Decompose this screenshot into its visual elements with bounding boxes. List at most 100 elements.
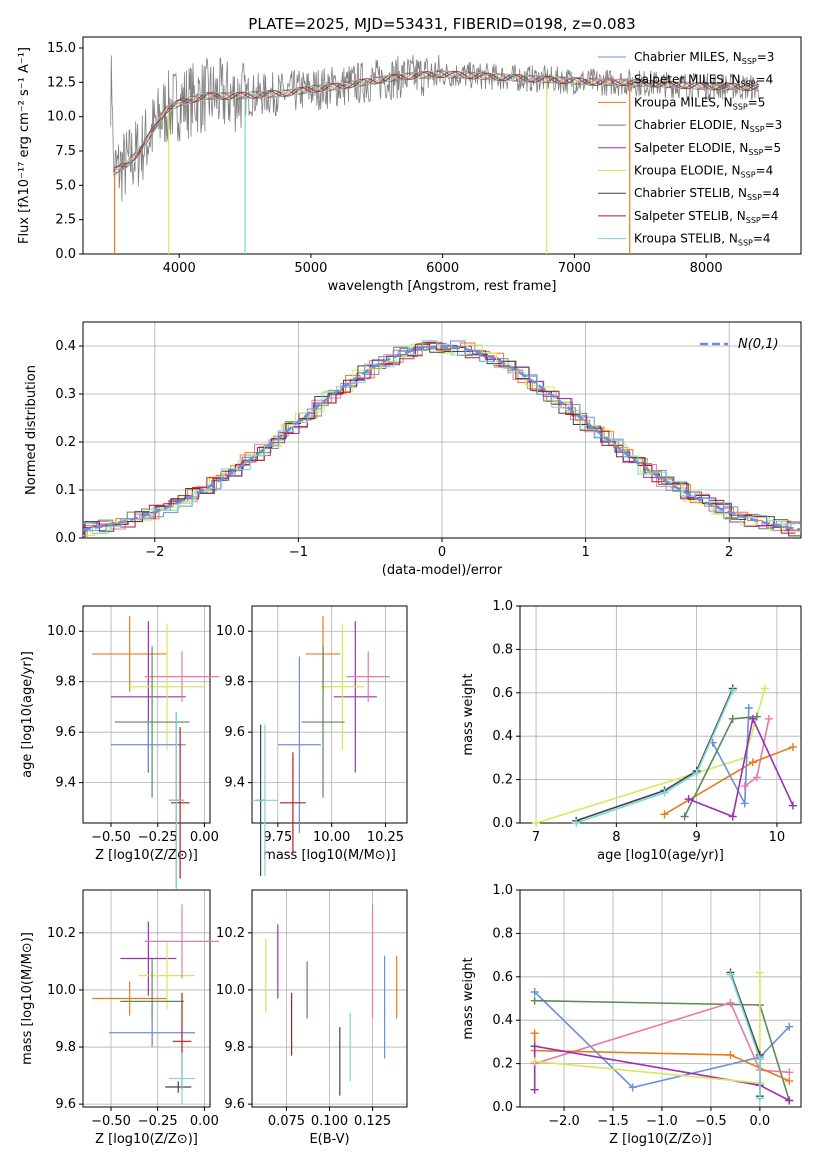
weight-series [530, 1042, 794, 1105]
y-tick-label: 15.0 [47, 41, 76, 56]
weight-marker [530, 1057, 539, 1066]
legend-sub: =4 [761, 209, 779, 223]
histogram [86, 342, 801, 538]
weight-marker [744, 703, 753, 712]
weight-marker [728, 812, 737, 821]
weight-marker [660, 810, 669, 819]
y-tick-label: 9.6 [55, 1097, 76, 1112]
legend-label: Chabrier MILES, NSSP=3 [634, 50, 774, 66]
weight-marker [628, 1083, 637, 1092]
data-point [170, 727, 190, 879]
data-point [168, 711, 184, 889]
legend-sub: =5 [763, 141, 781, 155]
weight-marker [740, 799, 749, 808]
weight-series [708, 703, 753, 808]
axes-z-age: −0.50 −0.25 0.00 9.4 9.6 9.8 10.0 Z [log10(Z/Z⊙… [20, 605, 220, 889]
weight-marker [788, 743, 797, 752]
legend-label: N(0,1) [738, 337, 779, 352]
x-tick-label: 2 [725, 545, 733, 560]
weight-line [688, 716, 794, 818]
x-tick-label: 0.075 [268, 1114, 305, 1129]
weight-marker [532, 819, 541, 827]
axes-frame [82, 889, 211, 1108]
legend-label: Chabrier STELIB, NSSP=4 [634, 186, 780, 202]
axes-frame [82, 605, 211, 824]
data-point [252, 724, 278, 876]
x-tick-label: 0.00 [190, 830, 219, 845]
weight-marker [726, 998, 735, 1007]
axes-frame [82, 321, 802, 539]
data-point [165, 1081, 192, 1093]
weight-marker [530, 1029, 539, 1038]
y-tick-label: 10.0 [47, 110, 76, 125]
weight-marker [680, 812, 689, 821]
x-tick-label: 10.00 [313, 830, 350, 845]
weight-marker [692, 769, 701, 778]
legend-sub: SSP [747, 193, 762, 202]
weight-series [572, 686, 737, 827]
y-tick-label: 10.0 [47, 624, 76, 639]
data-point [346, 651, 390, 702]
y-tick-label: 0.2 [55, 435, 76, 450]
y-tick-label: 10.0 [216, 624, 245, 639]
x-axis-label: Z [log10(Z/Z⊙)] [95, 848, 198, 863]
weight-marker [748, 714, 757, 723]
legend-label: Salpeter MILES, NSSP=4 [634, 73, 773, 89]
histogram [83, 340, 796, 535]
weight-marker [752, 773, 761, 782]
axes-spectrum: 4000 5000 6000 7000 8000 0.0 2.5 5.0 7.5 10.0 12.5… [17, 15, 802, 294]
x-tick-label: −1.0 [646, 1114, 678, 1129]
legend-sub: =4 [753, 232, 771, 246]
data-point [111, 719, 186, 771]
y-tick-label: 0.4 [492, 1013, 513, 1028]
x-tick-label: 8000 [690, 261, 723, 276]
data-point [144, 904, 220, 979]
legend-sub: =4 [762, 186, 780, 200]
weight-marker [755, 968, 764, 977]
data-point [320, 623, 364, 750]
y-tick-label: 0.3 [55, 387, 76, 402]
data-spectrum-line [110, 54, 760, 202]
weight-marker [530, 1085, 539, 1094]
data-point [279, 752, 306, 854]
legend-sub: =4 [756, 164, 774, 178]
y-tick-label: 12.5 [47, 75, 76, 90]
weight-marker [728, 714, 737, 723]
weight-marker [660, 788, 669, 797]
x-tick-label: 0.0 [750, 1114, 771, 1129]
weight-marker [572, 819, 581, 827]
data-point [139, 941, 196, 1010]
weight-line [575, 688, 734, 822]
y-tick-label: 5.0 [55, 178, 76, 193]
y-tick-label: 0.0 [55, 247, 76, 262]
legend-sub: SSP [748, 148, 763, 157]
y-axis-label: Normed distribution [24, 365, 39, 495]
model-line [112, 71, 760, 172]
legend-label: Kroupa STELIB, NSSP=4 [634, 232, 771, 248]
legend-sub: =4 [756, 73, 774, 87]
y-tick-label: 1.0 [492, 599, 513, 614]
x-tick-label: 8 [612, 830, 620, 845]
y-tick-label: 10.0 [216, 983, 245, 998]
weight-marker [740, 782, 749, 791]
histograms [83, 340, 801, 538]
x-tick-label: −0.25 [138, 830, 178, 845]
weight-line [575, 690, 734, 824]
y-tick-label: 10.2 [216, 926, 245, 941]
weight-series [684, 714, 797, 821]
x-tick-label: 0.125 [354, 1114, 391, 1129]
data-point [129, 623, 205, 750]
histogram [83, 347, 801, 538]
x-tick-label: −1.5 [597, 1114, 629, 1129]
weight-marker [748, 758, 757, 767]
y-tick-label: 0.2 [492, 773, 513, 788]
chart-title: PLATE=2025, MJD=53431, FIBERID=0198, z=0… [248, 15, 635, 33]
y-axis-label: mass weight [461, 957, 476, 1039]
data-point [92, 981, 168, 1016]
x-tick-label: −0.25 [138, 1114, 178, 1129]
histogram [83, 343, 799, 536]
data-point [114, 646, 190, 798]
weight-marker [760, 684, 769, 693]
x-tick-label: 0 [438, 545, 446, 560]
